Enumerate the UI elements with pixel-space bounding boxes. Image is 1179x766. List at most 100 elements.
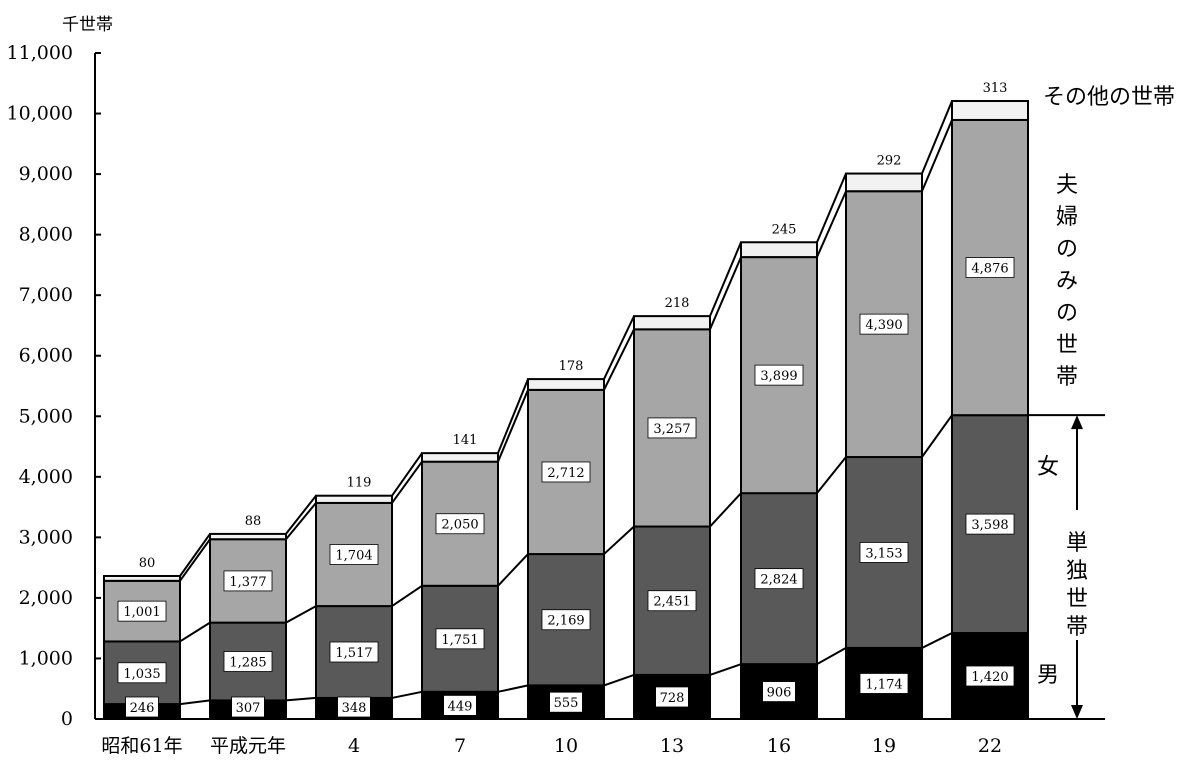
data-label-box — [655, 686, 689, 708]
y-tick-label: 1,000 — [19, 647, 73, 669]
connector-line — [391, 584, 423, 607]
y-tick-label: 9,000 — [19, 163, 73, 185]
data-label-box — [329, 641, 379, 663]
data-label-box — [117, 662, 167, 684]
x-tick-label: 16 — [767, 735, 791, 757]
x-tick-label: 平成元年 — [210, 735, 286, 757]
y-tick-label: 11,000 — [7, 42, 73, 64]
data-label: 119 — [347, 476, 372, 491]
data-label-box — [337, 696, 371, 718]
other-series-label: その他の世帯 — [1043, 85, 1175, 110]
connector-line — [921, 632, 953, 649]
data-label: 1,377 — [229, 575, 266, 590]
connector-line — [179, 699, 211, 706]
data-label: 1,517 — [335, 646, 372, 661]
x-tick-label: 4 — [348, 735, 360, 757]
bar-segment — [740, 241, 818, 259]
data-label-box — [435, 513, 485, 535]
connector-line — [816, 173, 847, 243]
data-label: 3,257 — [653, 422, 690, 437]
connector-line — [285, 502, 317, 540]
y-tick-label: 3,000 — [19, 526, 73, 548]
y-tick-label: 8,000 — [19, 224, 73, 246]
connector-line — [285, 495, 317, 535]
data-label: 2,169 — [547, 614, 584, 629]
couple-series-label: の — [1056, 301, 1078, 326]
female-series-label: 女 — [1037, 455, 1059, 480]
connector-line — [709, 663, 742, 676]
connector-line — [179, 538, 211, 582]
data-label-box — [549, 691, 583, 713]
connector-line — [816, 647, 847, 666]
data-label: 1,285 — [229, 656, 266, 671]
connector-line — [497, 553, 529, 587]
arrow-head-down — [1071, 705, 1083, 719]
data-label: 2,050 — [441, 518, 478, 533]
data-label: 3,598 — [971, 518, 1008, 533]
data-label: 728 — [660, 691, 685, 706]
bar-segment — [315, 494, 393, 504]
bar-segment — [527, 378, 605, 391]
y-tick-label: 7,000 — [19, 284, 73, 306]
single-household-label: 単 — [1066, 531, 1088, 556]
connector-line — [603, 328, 635, 391]
data-label: 313 — [983, 81, 1008, 96]
data-label-box — [541, 461, 591, 483]
connector-line — [816, 190, 847, 258]
data-label: 4,390 — [865, 318, 902, 333]
data-label-box — [965, 513, 1015, 535]
couple-series-label: 帯 — [1056, 365, 1078, 390]
data-label: 1,174 — [865, 677, 902, 692]
data-label-box — [859, 542, 909, 563]
x-tick-label: 19 — [872, 735, 896, 757]
connector-line — [603, 673, 635, 687]
connector-line — [921, 414, 953, 458]
connector-line — [921, 100, 953, 174]
data-label: 1,001 — [123, 605, 160, 620]
connector-line — [816, 456, 847, 494]
data-label: 2,824 — [760, 573, 797, 588]
data-label-box — [762, 681, 796, 702]
y-tick-label: 2,000 — [19, 587, 73, 609]
data-label-box — [541, 609, 591, 631]
connector-line — [391, 461, 423, 504]
connector-line — [603, 525, 635, 555]
data-label: 2,451 — [653, 595, 690, 610]
male-series-label: 男 — [1037, 663, 1059, 688]
data-label-box — [223, 651, 273, 672]
data-label: 246 — [130, 701, 155, 716]
data-label: 88 — [245, 514, 262, 529]
data-label-box — [647, 417, 697, 439]
data-label: 141 — [453, 433, 478, 448]
data-label: 1,704 — [335, 548, 372, 563]
data-label: 80 — [139, 556, 156, 571]
y-tick-label: 6,000 — [19, 345, 73, 367]
y-tick-label: 10,000 — [7, 103, 73, 125]
couple-series-label: 婦 — [1056, 205, 1078, 230]
couple-series-label: の — [1056, 237, 1078, 262]
data-label: 1,035 — [123, 667, 160, 682]
y-tick-label: 4,000 — [19, 466, 73, 488]
data-label-box — [965, 257, 1015, 278]
data-label-box — [965, 665, 1015, 687]
y-tick-label: 0 — [61, 708, 73, 730]
data-label: 1,420 — [971, 670, 1008, 685]
data-label-box — [754, 364, 804, 386]
single-household-label: 独 — [1066, 559, 1088, 584]
bar-segment — [421, 452, 499, 463]
data-label: 4,876 — [971, 262, 1008, 277]
x-tick-label: 22 — [978, 735, 1002, 757]
x-tick-label: 10 — [554, 735, 578, 757]
single-household-label: 帯 — [1066, 615, 1088, 640]
data-label-box — [859, 313, 909, 335]
bar-segment — [845, 172, 923, 193]
connector-line — [709, 492, 742, 528]
couple-series-label: み — [1056, 269, 1078, 294]
x-tick-label: 7 — [454, 735, 466, 757]
data-label: 178 — [559, 359, 584, 374]
connector-line — [709, 241, 742, 317]
data-label-box — [443, 695, 477, 716]
data-label: 1,751 — [441, 633, 478, 648]
